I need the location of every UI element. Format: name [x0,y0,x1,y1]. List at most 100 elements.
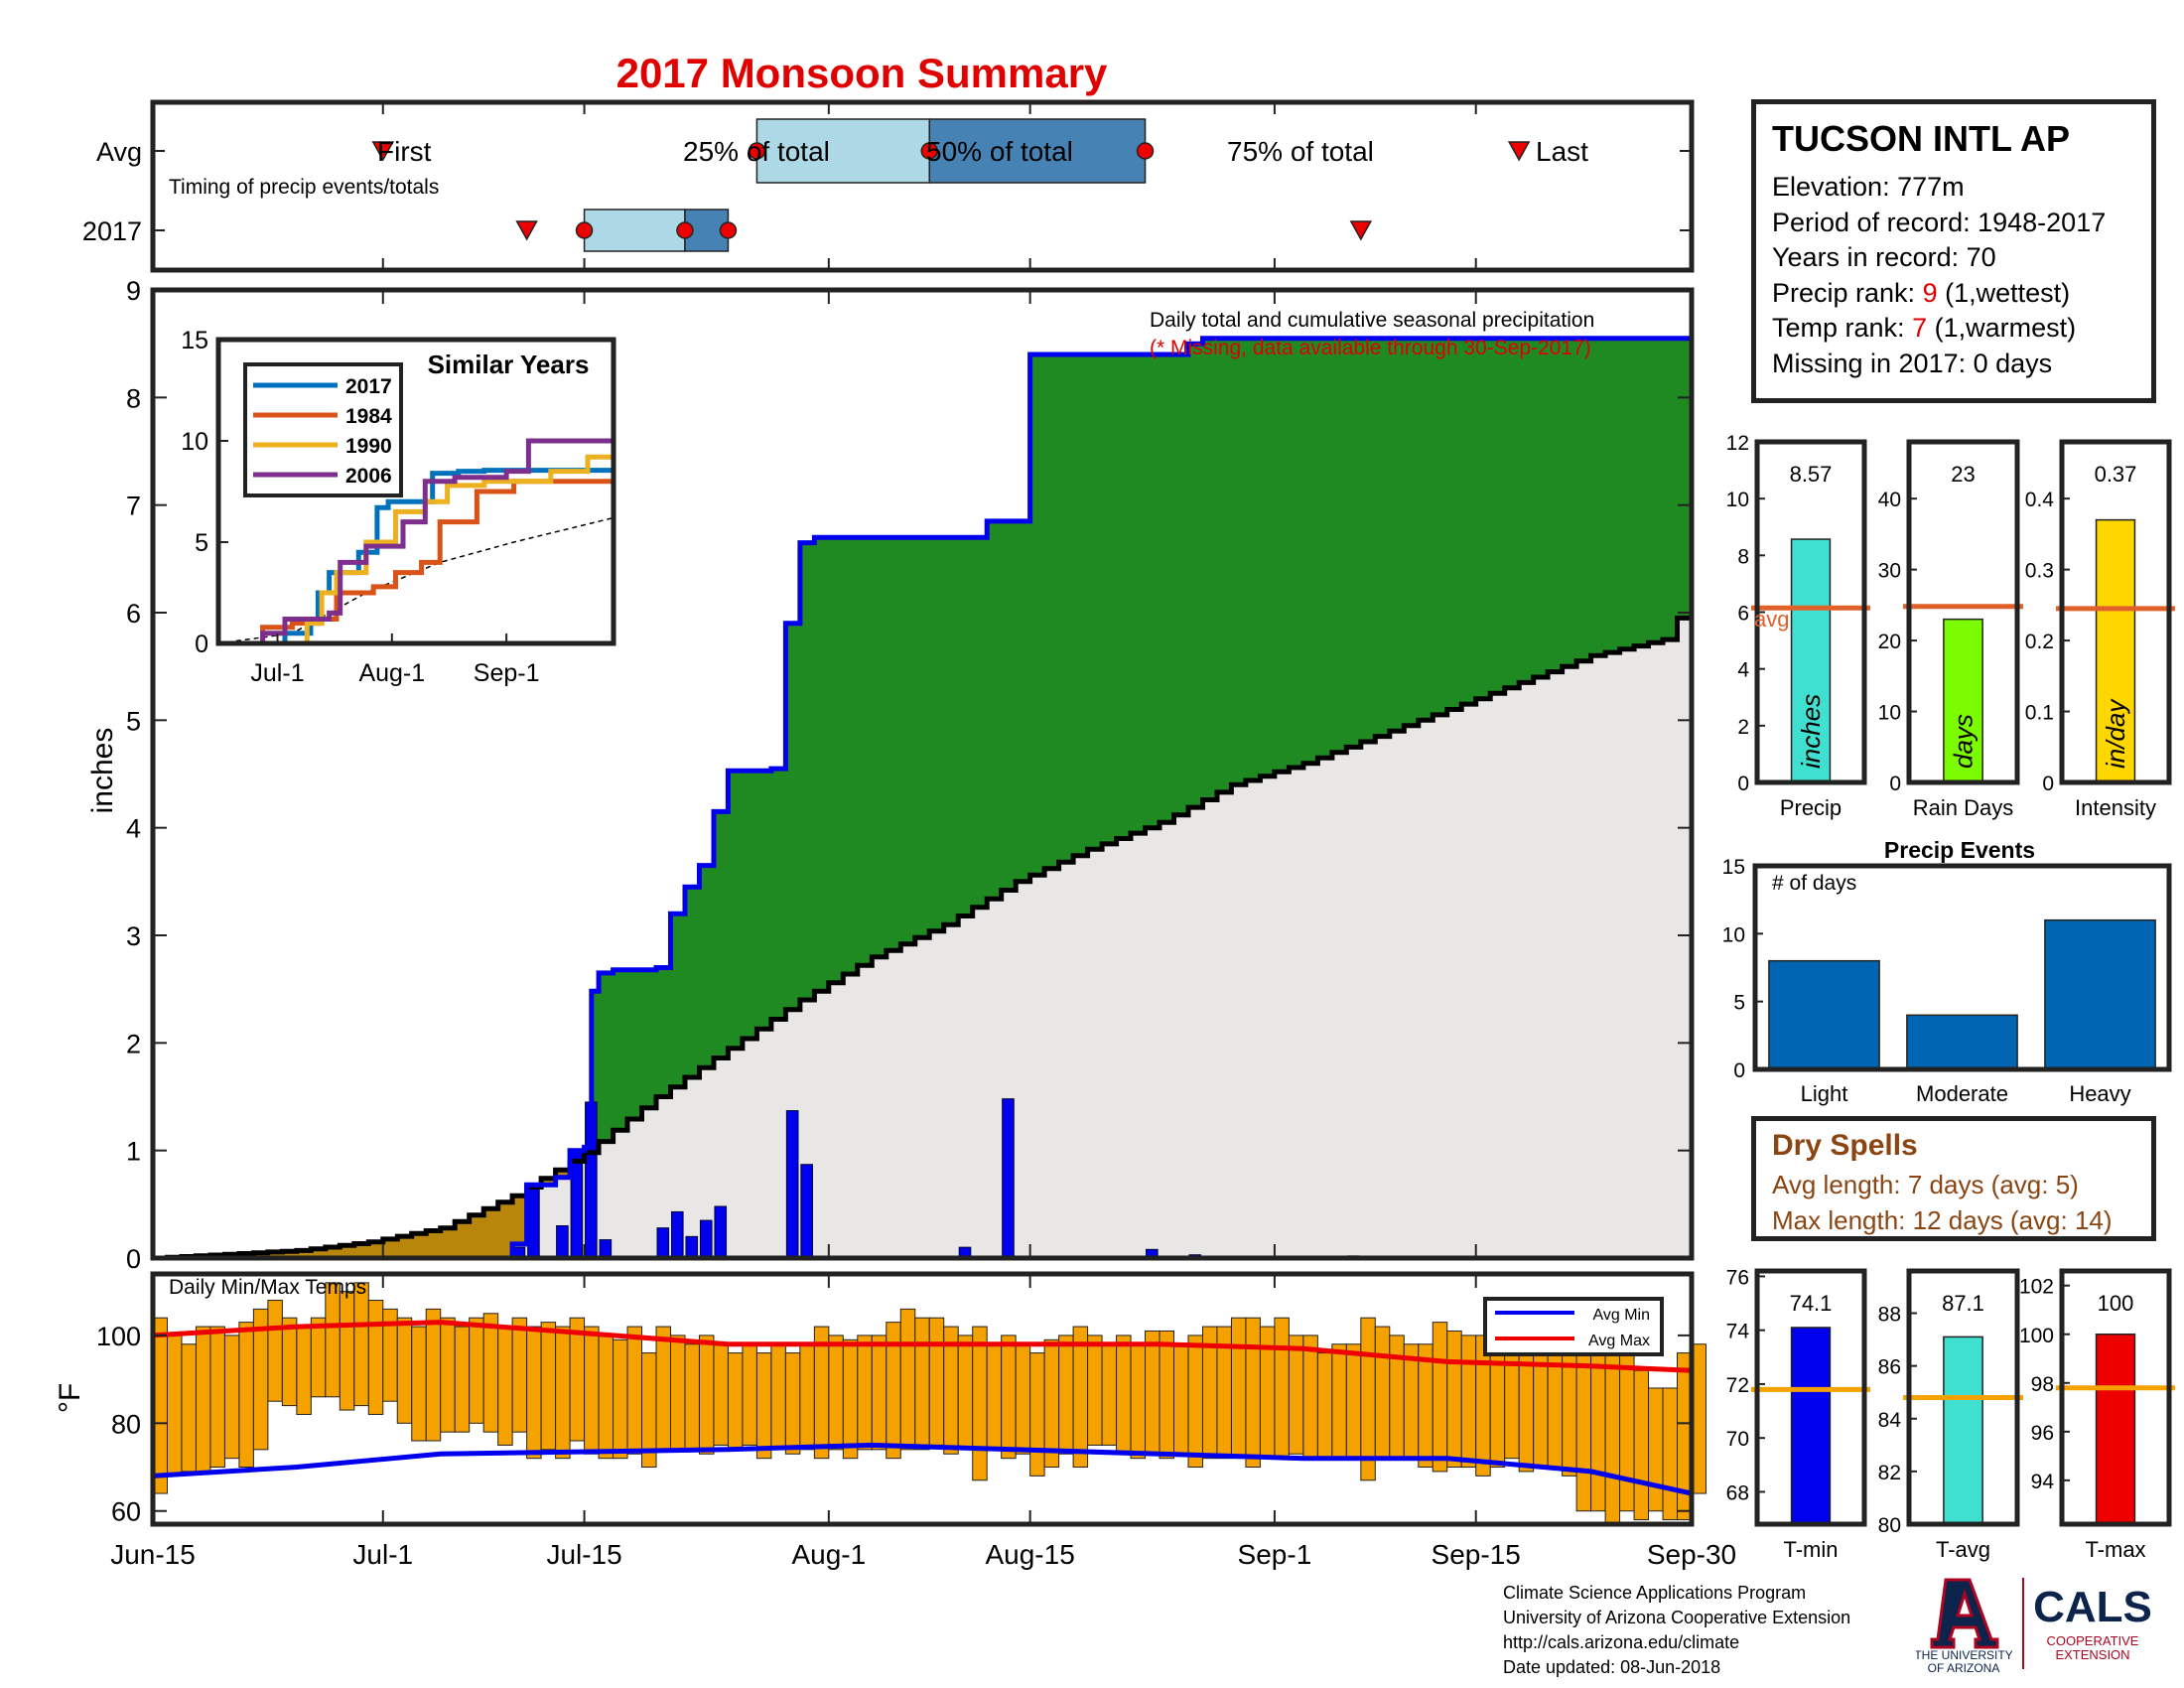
inset-y-tick-label: 5 [195,529,208,557]
stat_intensity-y-tick-label: 0.2 [2025,631,2054,653]
temps-y-tick-label: 60 [111,1497,141,1527]
daily-precip-bar [699,1219,713,1259]
daily-precip-bar [570,1150,584,1259]
daily-temp-bar [497,1326,513,1446]
stat_tmax-value-label: 100 [2098,1291,2134,1316]
daily-precip-bar [714,1205,728,1259]
timing-quartile-marker [920,142,938,160]
stat_intensity-x-label: Intensity [2075,795,2156,820]
stat_precip-frame [1754,439,1867,785]
daily-temp-bar [367,1300,384,1415]
stat-raindays-panel: days 23 0 10 20 30 40 Rain Days [1878,439,2023,820]
daily-temp-bar [1648,1387,1664,1512]
stat_tavg-y-tick-label: 88 [1878,1304,1901,1327]
stat_tmax-y-tick-label: 100 [2019,1325,2054,1347]
inset-x-tick-label: Sep-1 [474,659,540,687]
stat_precip-y-tick-label: 8 [1737,545,1749,568]
daily-temp-bar [857,1335,873,1451]
daily-precip-bar [556,1225,569,1259]
station-info-box: TUCSON INTL AP Elevation: 777m Period of… [1751,99,2156,403]
timing-first-last-marker [371,141,395,162]
stat_raindays-y-tick-label: 20 [1878,631,1901,653]
stat_tavg-value-bar [1943,1336,1983,1525]
footer-line-3: http://cals.arizona.edu/climate [1503,1632,1740,1652]
precip-events-bar [1768,959,1880,1070]
station-period: Period of record: 1948-2017 [1772,207,2107,237]
daily-precip-bar [800,1164,813,1259]
precip-events-title: Precip Events [1884,837,2035,863]
stat-intensity-panel: in/day 0.37 0 0.1 0.2 0.3 0.4 Intensity [2025,439,2175,820]
daily-temp-bar [899,1308,916,1451]
daily-temp-bar [755,1352,772,1460]
daily-temp-bar [713,1343,729,1446]
inset-legend-label-2006: 2006 [345,465,392,488]
timing-row-label-2017: 2017 [82,216,142,246]
block-a-logo-icon [1930,1578,1999,1649]
timing-box-q25-q50 [583,209,686,252]
daily-temp-bar [613,1338,628,1460]
daily-temp-bar [1001,1335,1017,1460]
main-missing-note: (* Missing, data available through 30-Se… [1150,337,1591,359]
main-y-tick-label: 5 [126,706,141,736]
main-y-tick-label: 4 [126,814,141,844]
late-average-area [591,596,1692,1258]
figure-title: 2017 Monsoon Summary [616,50,1108,96]
daily-temp-bar [1245,1317,1261,1469]
daily-temp-bar [770,1343,786,1451]
stat_intensity-value-bar [2095,518,2136,783]
daily-temp-bar [1316,1352,1333,1460]
timing-quartile-marker [719,221,738,239]
stat_precip-value-label: 8.57 [1790,462,1833,487]
daily-temp-bar [914,1317,930,1451]
cumulative-2017-line [153,336,1695,1261]
main-y-tick-label: 7 [126,492,141,521]
daily-temp-bar [784,1352,801,1455]
precip-events-panel: Light Moderate Heavy 0 5 10 15 [1722,856,2172,1106]
stat_tmin-y-tick-label: 70 [1726,1428,1749,1451]
stat_tmax-y-tick-label: 98 [2031,1373,2054,1396]
main-y-tick-label: 8 [126,383,141,413]
temps-y-axis-label: °F [54,1383,86,1413]
station-temp-rank: Temp rank: 7 (1,warmest) [1772,311,2135,347]
dry-spells-box: Dry Spells Avg length: 7 days (avg: 5) M… [1751,1116,2156,1241]
inset-legend-label-2017: 2017 [345,375,392,398]
stat_precip-y-tick-label: 4 [1737,659,1749,682]
timing-q50-label: 50% of total [926,136,1073,167]
inset-title: Similar Years [428,350,590,379]
footer-line-4: Date updated: 08-Jun-2018 [1503,1657,1721,1677]
temps-x-tick-label: Sep-1 [1238,1539,1312,1570]
precip-events-y-tick-label: 15 [1722,856,1745,879]
daily-temp-bar [727,1352,744,1451]
stat-tmin-panel: 74.1 68 70 72 74 76 T-min [1726,1266,1870,1562]
stat_raindays-frame [1906,439,2020,785]
daily-temp-bar [238,1322,254,1469]
avg-max-line [152,1320,1693,1373]
inset-average-dashed-line [217,516,614,644]
cals-logo-text: CALS [2033,1583,2152,1631]
temps-x-tick-label: Sep-30 [1647,1539,1736,1570]
station-missing: Missing in 2017: 0 days [1772,348,2053,378]
daily-temp-bar [986,1343,1003,1451]
precip-events-x-label: Moderate [1916,1081,2008,1106]
precip-events-frame [1752,863,2172,1072]
daily-temp-bar [1029,1352,1045,1477]
daily-temp-bar [1058,1335,1074,1455]
daily-temp-bar [540,1322,557,1451]
daily-temp-bar [569,1317,586,1442]
precip-events-x-label: Heavy [2069,1081,2130,1106]
main-y-tick-label: 9 [126,276,141,306]
stat_raindays-value-label: 23 [1951,462,1975,487]
institution-logos: THE UNIVERSITY OF ARIZONA CALS COOPERATI… [1916,1578,2152,1673]
station-years: Years in record: 70 [1772,242,1996,272]
coop-text-2: EXTENSION [2055,1647,2129,1662]
coop-text-1: COOPERATIVE [2047,1633,2139,1648]
daily-temp-bar [1087,1335,1103,1446]
stat_tmax-value-bar [2095,1334,2136,1525]
temps-x-tick-label: Aug-1 [791,1539,866,1570]
stat_raindays-y-tick-label: 40 [1878,489,1901,511]
main-y-axis-label: inches [86,728,119,814]
stat_precip-y-tick-label: 0 [1737,773,1749,795]
stat-precip-avg-label: avg [1754,607,1789,632]
precip-events-bar [2044,918,2156,1070]
